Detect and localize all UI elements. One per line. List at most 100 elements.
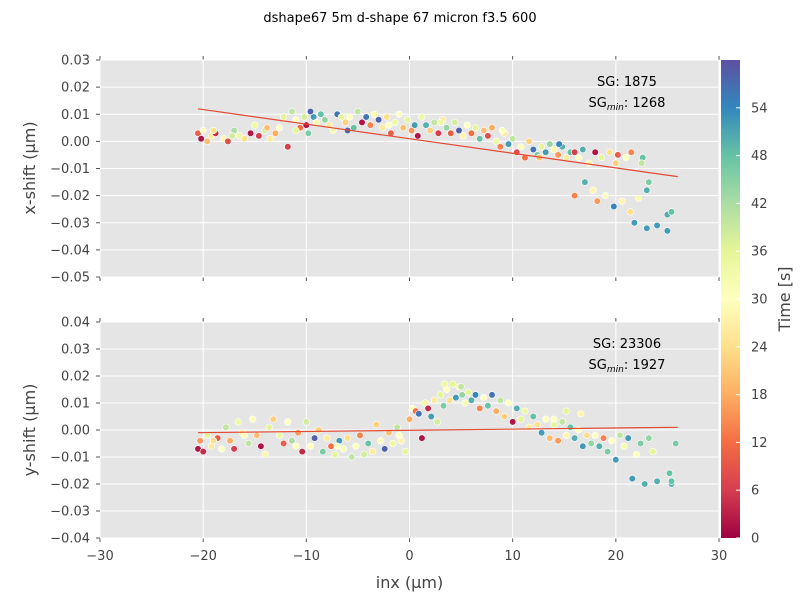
data-point [641, 480, 649, 488]
data-point [637, 159, 646, 167]
data-point [591, 148, 599, 156]
data-point [521, 154, 529, 162]
data-point [480, 394, 488, 402]
data-point [608, 437, 616, 445]
data-point [319, 448, 327, 456]
data-point [422, 121, 430, 129]
data-point [218, 445, 226, 453]
y-tick-label: 0.02 [61, 81, 90, 96]
y-tick-label: −0.02 [50, 478, 90, 493]
data-point [346, 113, 354, 121]
data-point [492, 407, 500, 415]
data-point [280, 439, 288, 448]
data-point [222, 423, 230, 431]
data-point [570, 148, 579, 156]
data-point [327, 442, 335, 450]
data-point [294, 429, 302, 437]
data-point [385, 121, 393, 129]
data-point [199, 448, 207, 456]
data-point [542, 148, 550, 156]
y-shift-axes: 0.04 0.03 0.02 0.01 0.00 −0.01 −0.02 −0.03 −0.04… [20, 316, 727, 593]
fit-line [197, 108, 678, 178]
data-point [341, 118, 350, 126]
data-point [504, 140, 513, 148]
data-point [589, 186, 597, 194]
data-point [488, 124, 496, 132]
data-point [375, 116, 383, 124]
data-point [614, 151, 622, 159]
colorbar-tick-label: 6 [751, 484, 759, 499]
data-point [554, 151, 562, 159]
data-point [321, 116, 329, 124]
data-point [408, 126, 416, 135]
data-point [275, 431, 284, 440]
data-point [269, 415, 277, 423]
data-point [480, 126, 488, 135]
y-tick-label: 0.01 [61, 397, 90, 412]
data-point [418, 113, 426, 121]
data-point [266, 135, 274, 143]
data-point [653, 477, 661, 485]
data-point [253, 431, 261, 440]
data-point [471, 391, 480, 399]
data-point [247, 129, 255, 137]
data-point [331, 450, 339, 458]
data-point [546, 140, 554, 148]
data-point [663, 227, 672, 235]
data-point [542, 415, 550, 423]
data-point [395, 110, 403, 118]
x-tick-label: −10 [293, 549, 320, 564]
data-point [348, 453, 356, 461]
data-point [622, 154, 630, 162]
data-point [579, 442, 587, 450]
colorbar: 0 6 12 18 24 30 36 42 48 54 Time [s] [721, 60, 794, 547]
data-point [591, 431, 599, 440]
data-point [509, 135, 517, 143]
data-point [504, 399, 513, 407]
data-point [463, 121, 471, 129]
data-point [364, 439, 372, 448]
x-axis-label: inx (μm) [376, 573, 443, 592]
colorbar-tick-label: 36 [751, 245, 768, 260]
data-point [411, 121, 419, 129]
data-point [275, 124, 284, 132]
y-tick-label: 0.01 [61, 108, 90, 123]
data-point [620, 442, 628, 450]
data-point [306, 107, 315, 116]
data-point [628, 475, 636, 483]
data-point [636, 439, 645, 448]
data-point [575, 426, 583, 434]
data-point [667, 477, 676, 485]
colorbar-tick-label: 12 [751, 436, 768, 451]
data-point [302, 121, 310, 129]
data-point [317, 110, 325, 118]
y-tick-label: 0.04 [61, 316, 90, 331]
data-point [199, 126, 207, 135]
y-tick-label: −0.04 [50, 243, 90, 258]
data-point [234, 418, 242, 426]
data-point [401, 448, 410, 456]
data-point [255, 132, 263, 140]
sg-annotation: SG: 1875 [597, 75, 657, 90]
data-point [224, 137, 232, 145]
colorbar-tick-label: 42 [751, 197, 768, 212]
y-tick-label: −0.01 [50, 162, 90, 177]
data-point [513, 404, 521, 413]
data-point [612, 159, 620, 167]
data-point [196, 437, 204, 445]
data-point [476, 135, 484, 143]
data-point [449, 380, 457, 388]
data-point [634, 194, 643, 202]
x-tick-label: 20 [608, 549, 625, 564]
data-point [575, 154, 583, 162]
data-point [603, 448, 612, 456]
data-point [570, 192, 579, 200]
colorbar-tick-label: 48 [751, 149, 768, 164]
colorbar-tick-label: 24 [751, 340, 768, 355]
data-point [525, 423, 533, 431]
data-point [612, 456, 620, 464]
data-point [230, 445, 238, 453]
data-point [304, 129, 313, 137]
data-point [562, 407, 570, 415]
